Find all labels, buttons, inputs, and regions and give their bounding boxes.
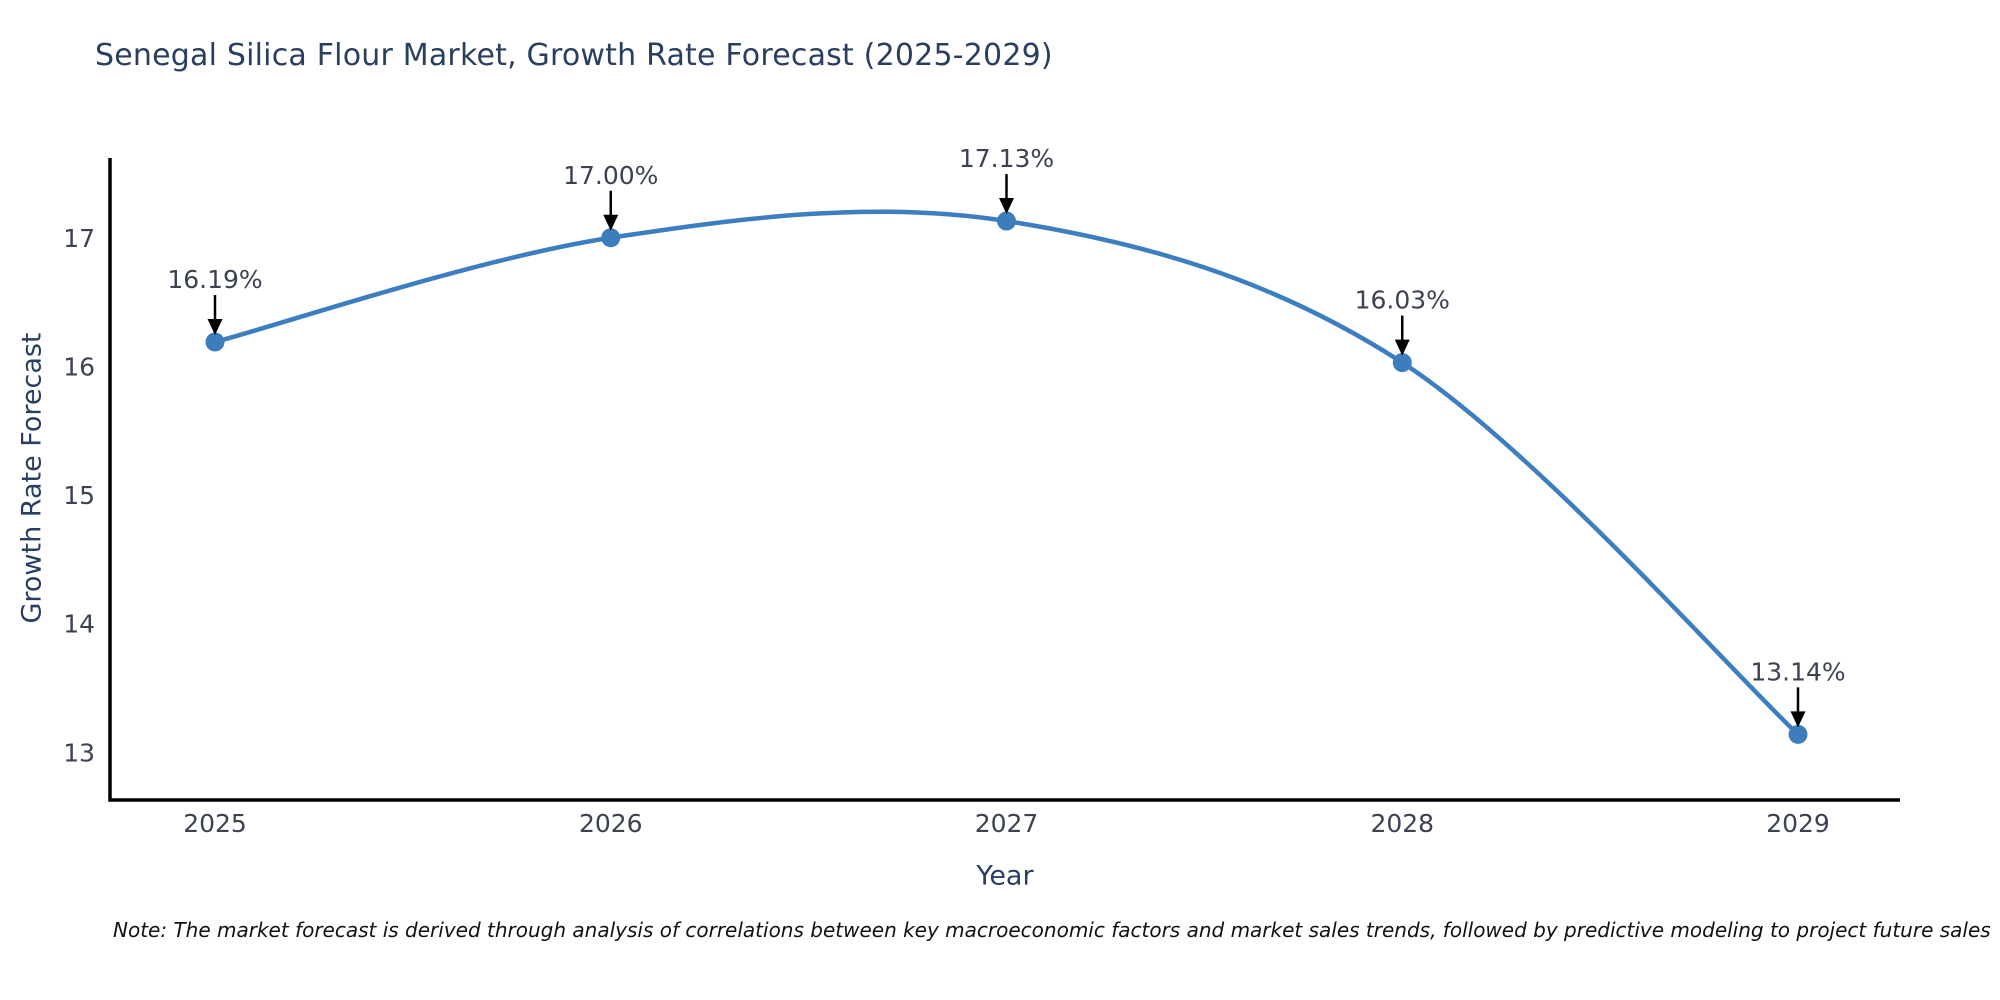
y-tick-label: 15	[63, 481, 95, 510]
annotation-arrow-head	[1394, 339, 1410, 356]
annotation-arrow-head	[999, 198, 1014, 215]
data-point-label: 16.19%	[167, 265, 262, 294]
data-point-label: 16.03%	[1355, 286, 1450, 315]
annotation-arrow-head	[1790, 711, 1806, 728]
data-point-marker	[997, 211, 1016, 231]
y-tick-label: 16	[63, 352, 95, 381]
data-point-marker	[1788, 724, 1808, 744]
x-tick-label: 2029	[1766, 809, 1830, 838]
axis-spines	[108, 158, 1900, 802]
data-point-label: 13.14%	[1750, 657, 1845, 686]
y-tick-label: 17	[63, 224, 95, 253]
annotation-arrow-head	[603, 214, 619, 231]
x-tick-label: 2025	[183, 809, 247, 838]
x-tick-label: 2027	[975, 809, 1039, 838]
data-point-marker	[205, 332, 225, 352]
x-tick-label: 2026	[579, 809, 643, 838]
x-tick-label: 2028	[1370, 809, 1434, 838]
data-point-label: 17.00%	[563, 161, 658, 190]
data-point-marker	[601, 228, 621, 248]
line-series	[212, 209, 1801, 737]
y-tick-label: 14	[63, 610, 95, 639]
footnote-text: Note: The market forecast is derived thr…	[113, 918, 1991, 942]
data-point-marker	[1392, 353, 1412, 373]
annotation-arrow-head	[207, 318, 223, 335]
y-tick-label: 13	[63, 738, 95, 767]
x-axis-title: Year	[976, 860, 1034, 892]
data-point-label: 17.13%	[959, 144, 1054, 173]
chart-title: Senegal Silica Flour Market, Growth Rate…	[95, 38, 1053, 73]
